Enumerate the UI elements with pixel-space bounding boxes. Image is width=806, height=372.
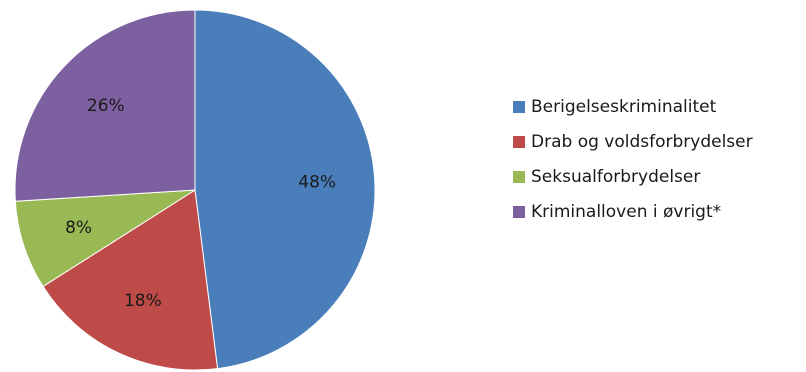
pie-data-labels: 48% 18% 8% 26%	[65, 96, 336, 311]
pie-data-label-2: 8%	[65, 218, 92, 238]
legend-label-2: Seksualforbrydelser	[531, 167, 700, 187]
pie-data-label-0: 48%	[298, 172, 336, 192]
pie-slice-0	[194, 9, 376, 370]
pie-slices	[14, 9, 376, 371]
pie-slice-2	[14, 189, 196, 288]
legend-label-3: Kriminalloven i øvrigt*	[531, 202, 721, 222]
legend-swatch-0	[513, 101, 525, 113]
legend-swatch-1	[513, 136, 525, 148]
legend-label-0: Berigelseskriminalitet	[531, 97, 717, 117]
pie-slice-1	[42, 189, 219, 371]
pie-data-label-1: 18%	[124, 291, 162, 311]
pie-data-label-3: 26%	[87, 96, 125, 116]
legend: Berigelseskriminalitet Drab og voldsforbr…	[513, 97, 753, 222]
pie-slice-3	[14, 9, 196, 202]
legend-label-1: Drab og voldsforbrydelser	[531, 132, 753, 152]
legend-swatch-3	[513, 206, 525, 218]
legend-swatch-2	[513, 171, 525, 183]
